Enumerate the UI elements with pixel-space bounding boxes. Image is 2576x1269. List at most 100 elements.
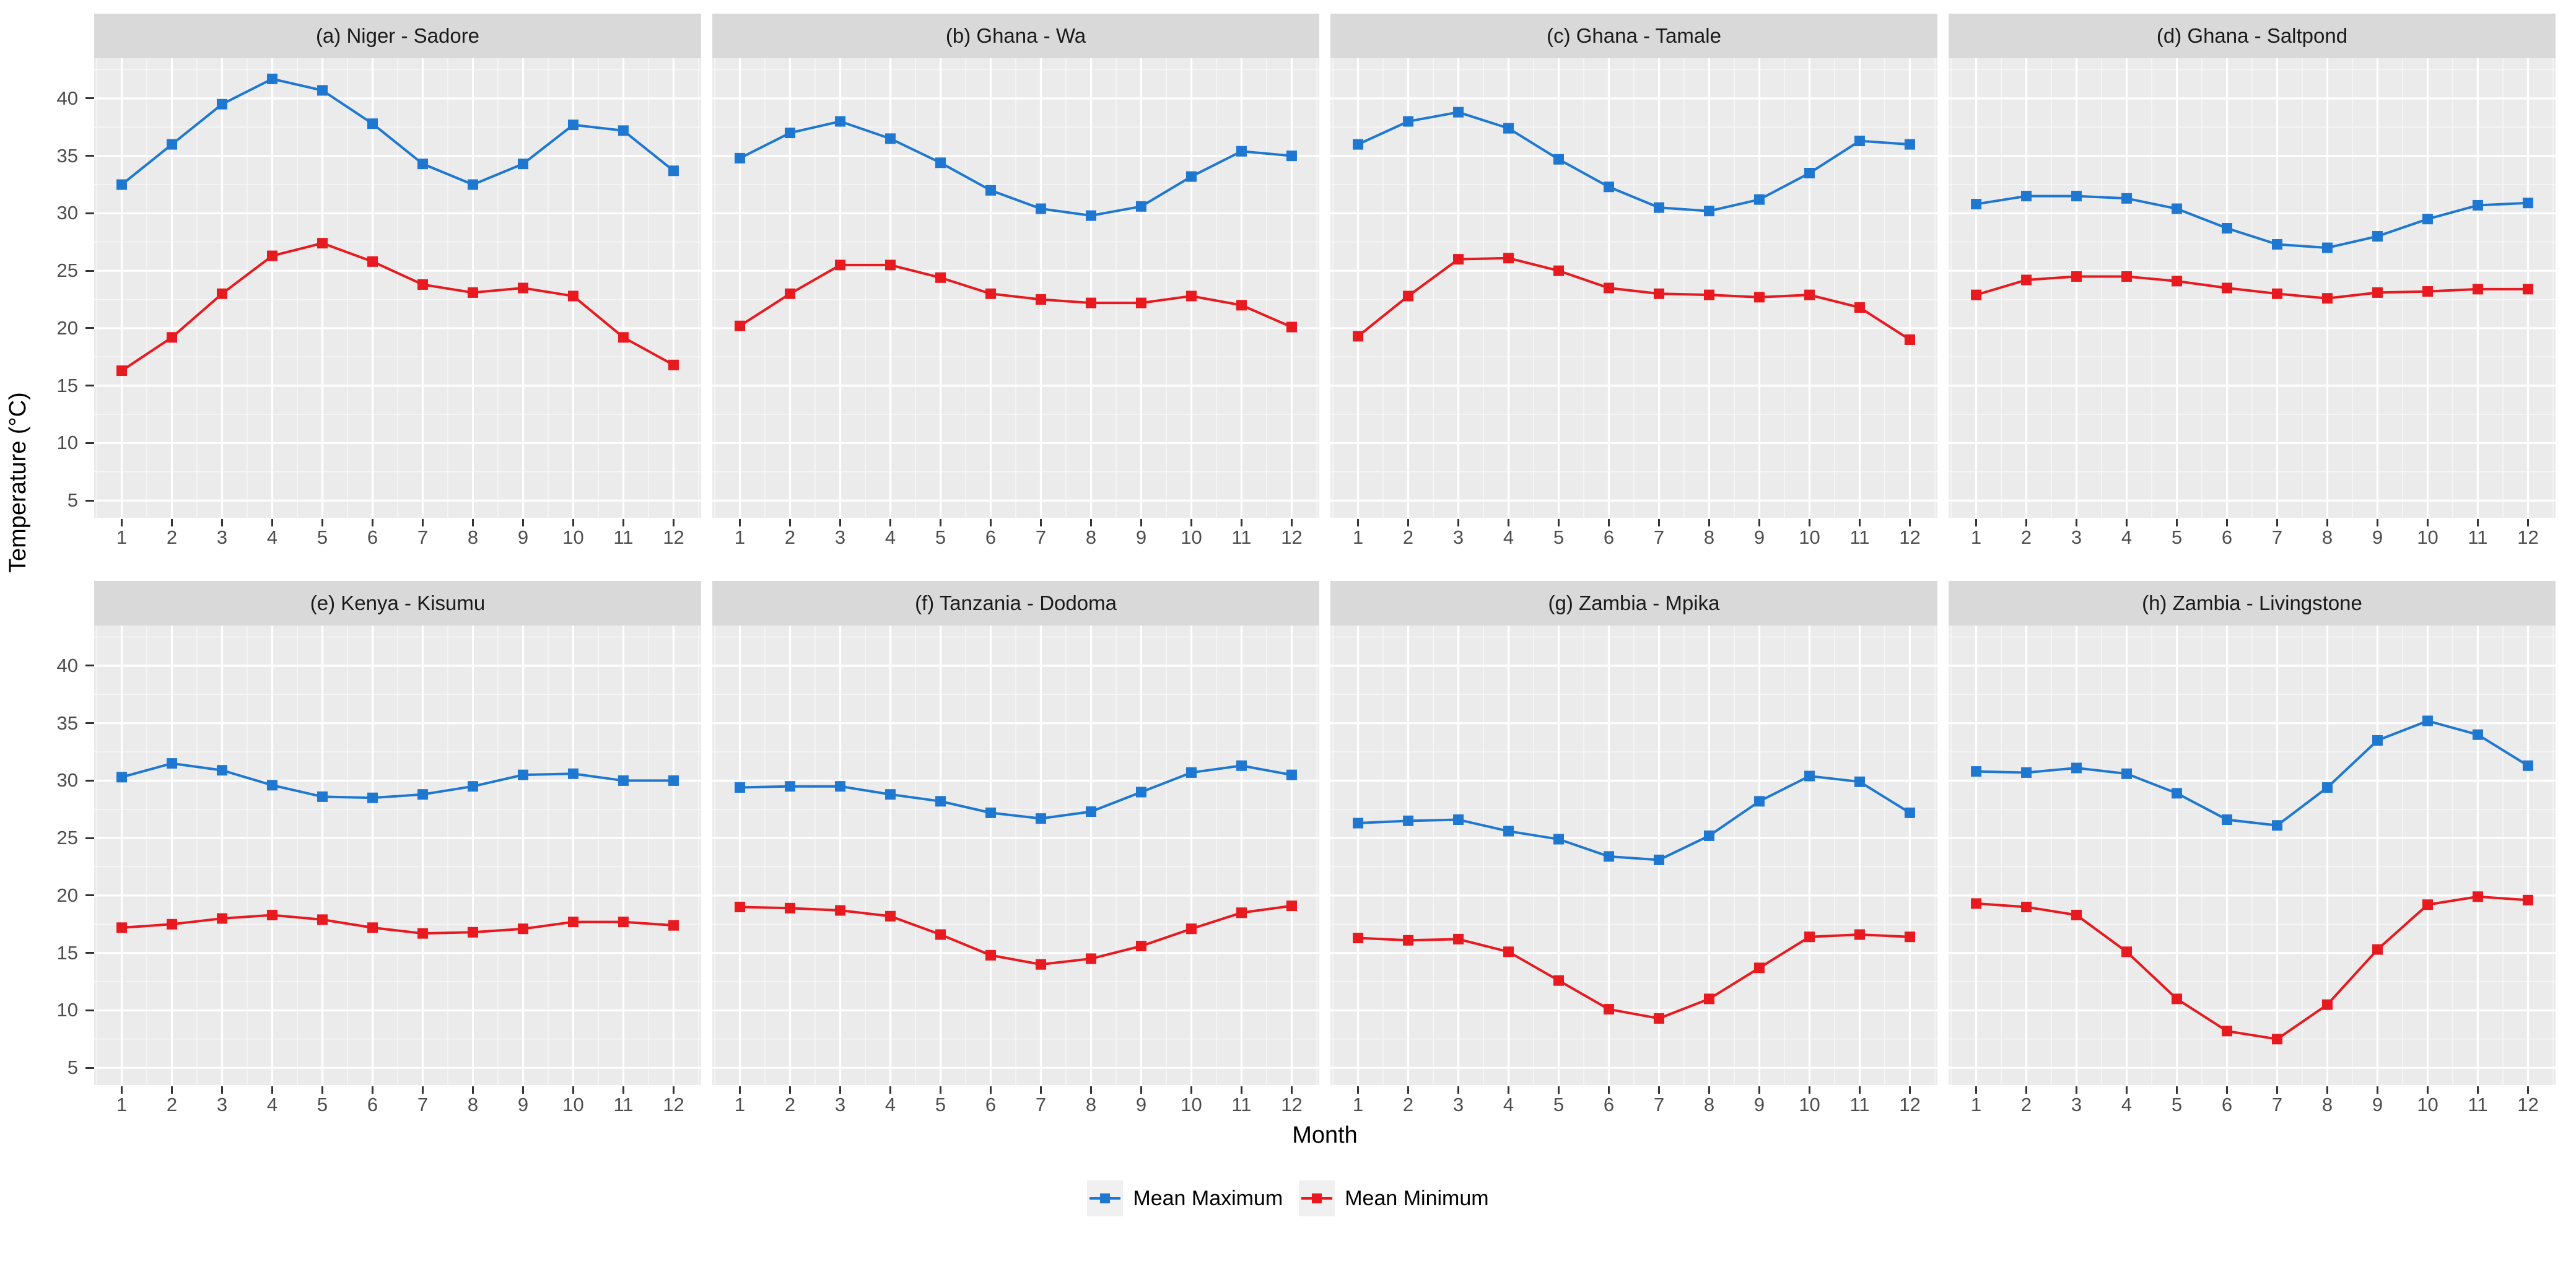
x-tick-label: 3 bbox=[834, 526, 846, 548]
x-tick-label: 9 bbox=[1753, 526, 1765, 548]
y-axis: 40 35 30 25 20 15 10 5 bbox=[0, 14, 94, 546]
mean-maximum-series-line bbox=[1357, 111, 1910, 212]
y-tick-label: 30 bbox=[56, 769, 78, 791]
x-tick-mark bbox=[1457, 1086, 1460, 1094]
x-tick-mark bbox=[1558, 519, 1560, 526]
x-tick-label: 12 bbox=[1281, 1094, 1303, 1115]
panel-strip: (g) Zambia - Mpika bbox=[1330, 581, 1937, 626]
x-tick-mark bbox=[889, 519, 892, 526]
x-tick-label: 8 bbox=[1703, 526, 1715, 548]
y-tick-mark bbox=[85, 1009, 94, 1011]
mean-maximum-series-line bbox=[1976, 194, 2528, 250]
x-tick-mark bbox=[940, 1086, 941, 1094]
x-tick-label: 8 bbox=[1085, 526, 1097, 548]
x-axis-labels: 1 2 3 4 5 6 7 8 9 10 11 12 bbox=[712, 518, 1319, 548]
x-tick-label: 1 bbox=[1970, 1094, 1982, 1115]
x-tick-mark bbox=[1140, 519, 1142, 526]
mean-maximum-series-line bbox=[121, 77, 675, 186]
x-tick-label: 6 bbox=[367, 1094, 378, 1115]
panel-strip: (c) Ghana - Tamale bbox=[1330, 14, 1937, 58]
x-tick-label: 12 bbox=[663, 526, 684, 548]
x-tick-label: 3 bbox=[1452, 1094, 1464, 1115]
x-tick-label: 9 bbox=[2372, 526, 2383, 548]
y-tick-label: 25 bbox=[56, 259, 78, 282]
x-tick-mark bbox=[1708, 519, 1710, 526]
y-axis: 40 35 30 25 20 15 10 5 bbox=[0, 581, 94, 1114]
x-tick-mark bbox=[321, 519, 323, 526]
x-tick-label: 3 bbox=[834, 1094, 846, 1115]
minor-gridlines bbox=[712, 58, 1319, 518]
x-tick-label: 12 bbox=[1899, 526, 1921, 548]
y-tick-label: 35 bbox=[56, 144, 78, 167]
legend-label-mean-minimum: Mean Minimum bbox=[1345, 1186, 1489, 1210]
panel-strip-title: (b) Ghana - Wa bbox=[945, 24, 1086, 47]
x-tick-mark bbox=[2126, 1086, 2128, 1094]
x-tick-label: 5 bbox=[1553, 526, 1565, 548]
x-tick-label: 5 bbox=[317, 1094, 328, 1115]
mean-minimum-series-line bbox=[1975, 275, 2528, 300]
x-tick-mark bbox=[1975, 519, 1978, 526]
x-tick-mark bbox=[2426, 519, 2429, 526]
mean-minimum-series bbox=[116, 238, 679, 377]
x-tick-label: 1 bbox=[116, 526, 128, 548]
major-gridlines bbox=[94, 58, 701, 518]
mean-minimum-series bbox=[735, 901, 1297, 970]
x-tick-mark bbox=[221, 1086, 224, 1094]
mean-minimum-series-line bbox=[1358, 933, 1910, 1020]
x-axis-labels: 1 2 3 4 5 6 7 8 9 10 11 12 bbox=[712, 1085, 1319, 1115]
x-tick-mark bbox=[1908, 519, 1911, 526]
x-tick-label: 11 bbox=[2468, 526, 2488, 548]
x-tick-label: 8 bbox=[1085, 1094, 1097, 1115]
x-tick-label: 12 bbox=[1899, 1094, 1921, 1115]
mean-minimum-series bbox=[116, 909, 679, 939]
x-tick-label: 10 bbox=[1799, 526, 1820, 548]
x-tick-mark bbox=[372, 1086, 373, 1094]
y-tick-mark bbox=[85, 97, 94, 100]
x-tick-mark bbox=[2376, 1086, 2378, 1094]
x-tick-label: 11 bbox=[1231, 1094, 1252, 1115]
x-tick-mark bbox=[1357, 1086, 1360, 1094]
panel-strip-title: (h) Zambia - Livingstone bbox=[2142, 591, 2362, 614]
x-tick-mark bbox=[522, 1086, 524, 1094]
x-tick-label: 5 bbox=[2171, 526, 2183, 548]
minor-gridlines bbox=[1949, 626, 2556, 1085]
y-tick-label: 35 bbox=[56, 712, 78, 734]
x-tick-label: 6 bbox=[985, 1094, 997, 1115]
x-tick-mark bbox=[1908, 1086, 1911, 1094]
y-axis-title: Temperature (°C) bbox=[5, 392, 31, 573]
x-tick-mark bbox=[421, 1086, 424, 1094]
facet-row-1: 40 35 30 25 20 15 10 5 (a) Niger - Sadore 1 2 3 4 5 6 7… bbox=[0, 14, 2576, 548]
y-tick-mark bbox=[85, 952, 94, 954]
x-tick-label: 2 bbox=[784, 526, 796, 548]
x-tick-label: 8 bbox=[2321, 1094, 2333, 1115]
x-tick-mark bbox=[121, 519, 123, 526]
x-tick-mark bbox=[739, 519, 741, 526]
x-tick-label: 2 bbox=[166, 526, 178, 548]
x-tick-mark bbox=[2076, 1086, 2078, 1094]
minor-gridlines bbox=[712, 626, 1319, 1085]
x-tick-label: 5 bbox=[317, 526, 328, 548]
x-tick-mark bbox=[1858, 1086, 1861, 1094]
x-tick-label: 2 bbox=[2020, 1094, 2032, 1115]
x-tick-label: 1 bbox=[1352, 526, 1364, 548]
x-tick-mark bbox=[1290, 519, 1293, 526]
y-tick-mark bbox=[85, 442, 94, 444]
x-tick-label: 9 bbox=[1135, 1094, 1147, 1115]
y-tick-label: 5 bbox=[67, 1057, 78, 1079]
minor-gridlines bbox=[1330, 626, 1937, 1085]
panel-strip: (b) Ghana - Wa bbox=[712, 14, 1319, 58]
x-tick-mark bbox=[1608, 519, 1610, 526]
x-tick-mark bbox=[2226, 519, 2228, 526]
minor-gridlines bbox=[94, 626, 701, 1085]
x-tick-label: 10 bbox=[2417, 526, 2438, 548]
x-tick-mark bbox=[622, 1086, 624, 1094]
x-tick-mark bbox=[421, 519, 424, 526]
x-tick-label: 11 bbox=[1231, 526, 1252, 548]
y-tick-label: 10 bbox=[56, 999, 78, 1021]
major-gridlines bbox=[94, 626, 701, 1085]
mean-maximum-series bbox=[1971, 191, 2533, 253]
facet-panel-c: (c) Ghana - Tamale 1 2 3 4 5 6 7 8 9 10 11 12 bbox=[1330, 14, 1937, 548]
x-tick-mark bbox=[2376, 519, 2378, 526]
x-tick-mark bbox=[2126, 519, 2128, 526]
y-tick-mark bbox=[85, 327, 94, 329]
